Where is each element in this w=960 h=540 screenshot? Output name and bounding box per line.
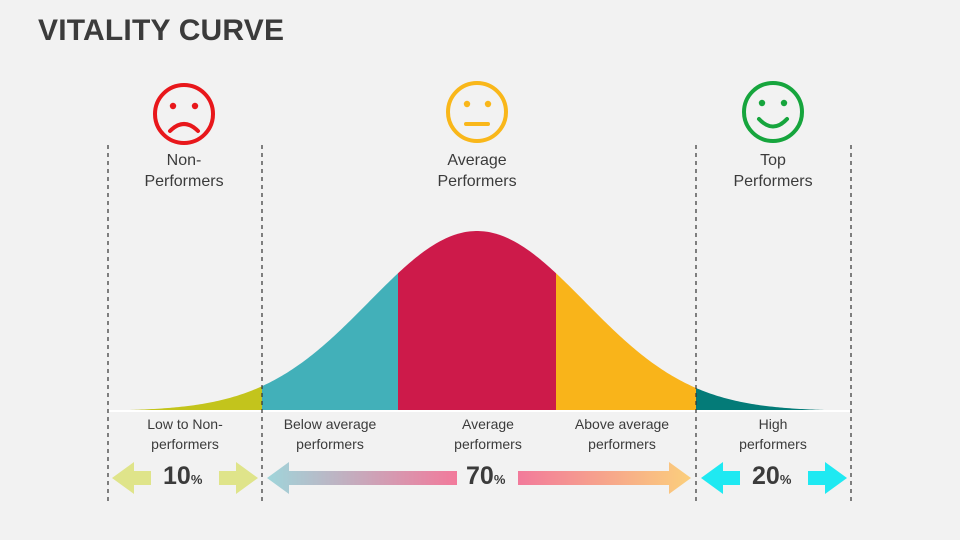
- curve-segment: [108, 386, 262, 411]
- group-label-top-performers: Top Performers: [733, 152, 813, 190]
- arrow-left-70: [267, 462, 457, 494]
- arrow-right-10: [219, 462, 258, 494]
- segment-label-below-average: Below average performers: [283, 416, 377, 452]
- bell-curve: [108, 231, 851, 411]
- percentage-70: 70%: [466, 462, 506, 490]
- curve-segment: [556, 273, 696, 411]
- sad-face-icon: [153, 83, 215, 145]
- segment-label-high: High performers: [739, 416, 807, 452]
- group-label-average-performers: Average Performers: [437, 152, 517, 190]
- curve-segment: [262, 273, 398, 411]
- neutral-face-icon: [446, 81, 508, 143]
- segment-label-low: Low to Non- performers: [147, 416, 223, 452]
- arrow-right-70: [518, 462, 691, 494]
- arrow-right-20: [808, 462, 847, 494]
- segment-label-average: Average performers: [454, 416, 522, 452]
- curve-segment: [696, 387, 851, 411]
- happy-face-icon: [742, 81, 804, 143]
- percentage-10: 10%: [163, 462, 203, 490]
- group-label-non-performers: Non- Performers: [144, 152, 224, 190]
- percentage-20: 20%: [752, 462, 792, 490]
- curve-segment: [398, 231, 556, 411]
- page-title: VITALITY CURVE: [38, 14, 285, 47]
- arrow-left-20: [701, 462, 740, 494]
- segment-label-above-average: Above average performers: [574, 416, 670, 452]
- arrow-left-10: [112, 462, 151, 494]
